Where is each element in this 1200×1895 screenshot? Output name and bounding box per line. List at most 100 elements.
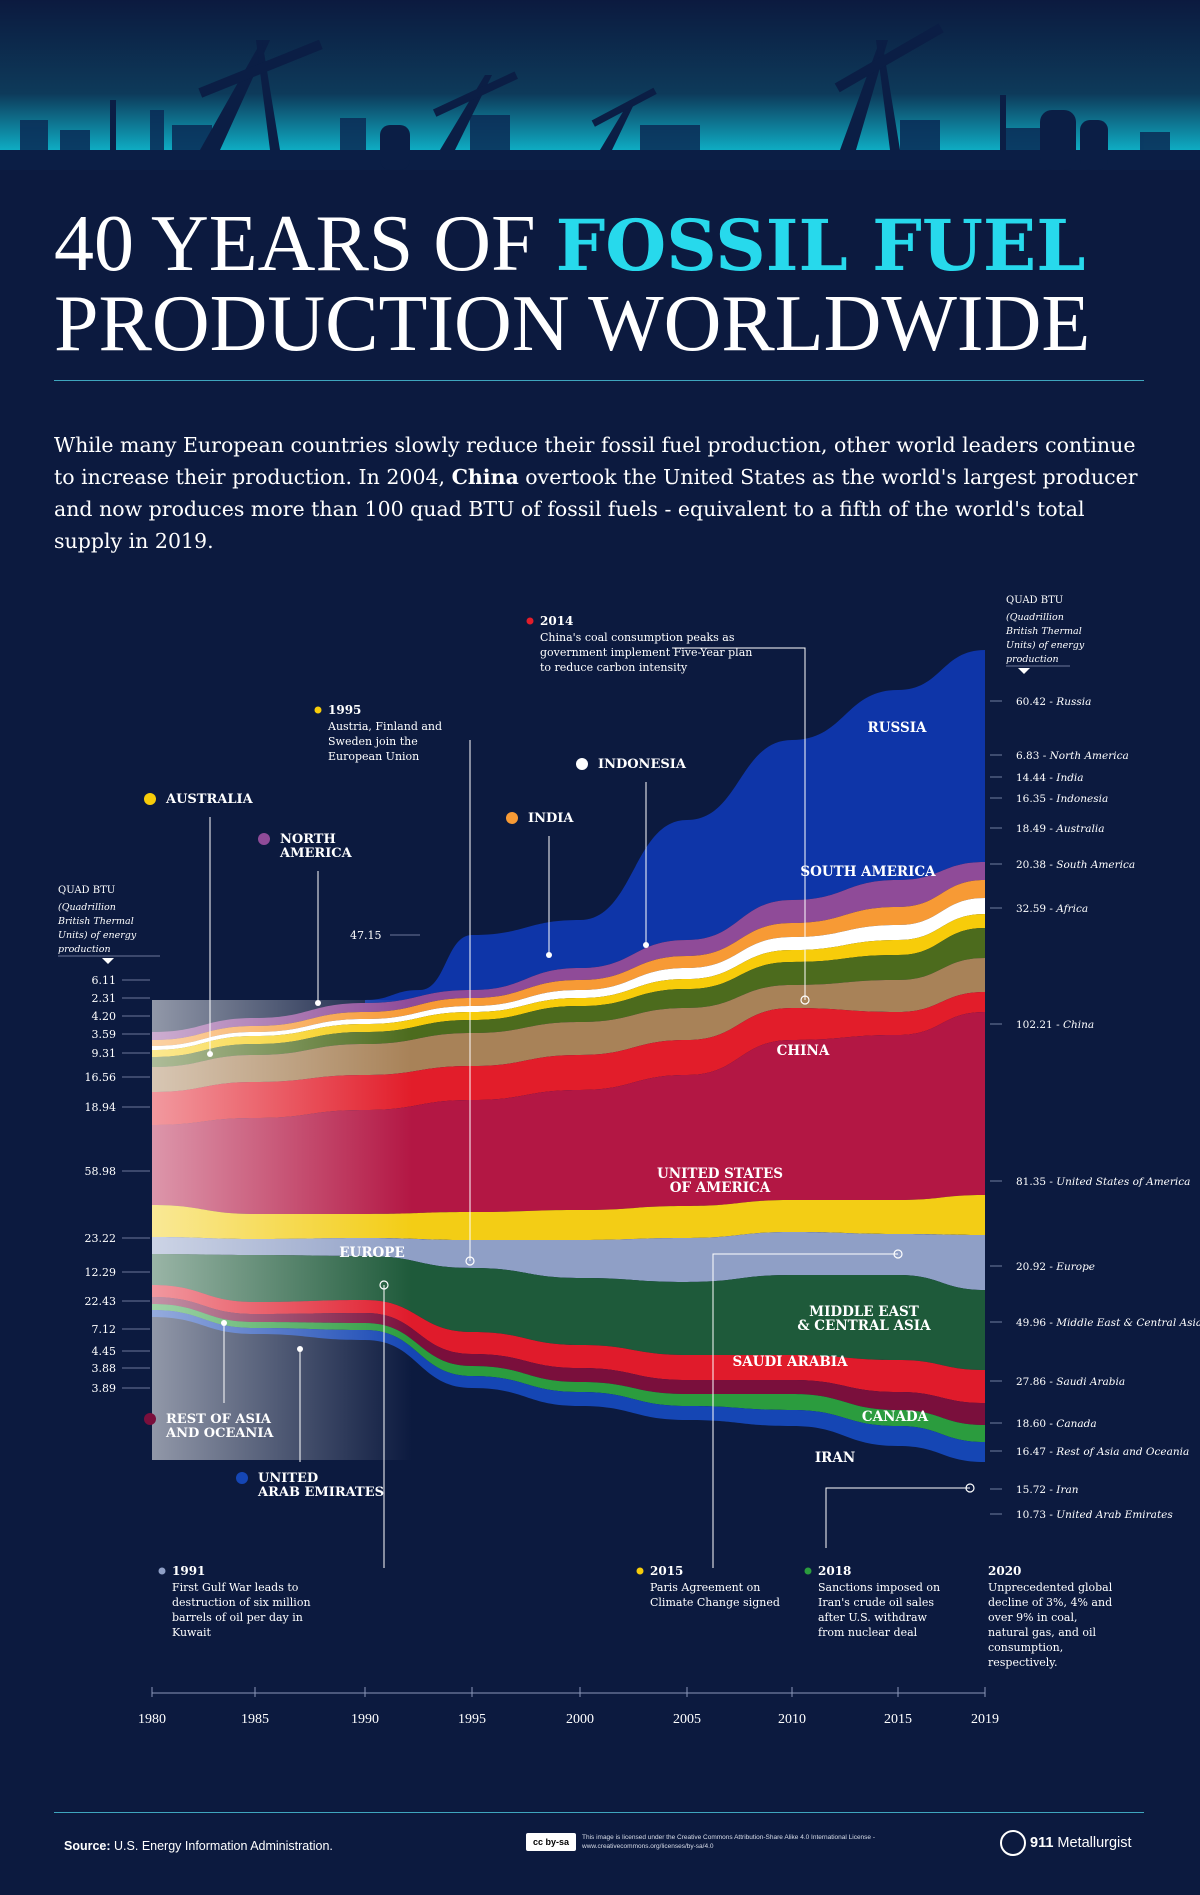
left-unit-sub: Units) of energy xyxy=(58,930,137,941)
license-note: cc by-sa This image is licensed under the… xyxy=(526,1833,902,1851)
left-arrow-icon xyxy=(102,958,114,964)
band-label-9: EUROPE xyxy=(339,1245,404,1261)
band-label-11: SAUDI ARABIA xyxy=(732,1354,848,1370)
hero-oil-skyline xyxy=(0,0,1200,170)
left-unit-sub: (Quadrillion xyxy=(58,902,116,913)
brand-logo-icon xyxy=(1000,1830,1026,1856)
right-value-12: 18.60 - Canada xyxy=(1016,1418,1097,1430)
left-unit-label: QUAD BTU xyxy=(58,885,115,896)
source-label: Source: xyxy=(64,1839,111,1853)
brand-logo: 911 Metallurgist xyxy=(1000,1830,1132,1856)
legend-dot-2 xyxy=(506,812,518,824)
annotation-leader-3 xyxy=(712,1253,898,1568)
series-band-0 xyxy=(365,650,985,1003)
intro-text-1: While many European countries slowly red… xyxy=(54,432,1136,489)
legend-leader-dot-2 xyxy=(546,952,552,958)
legend-leader-dot-3 xyxy=(643,942,649,948)
right-value-3: 16.35 - Indonesia xyxy=(1016,793,1108,805)
intro-paragraph: While many European countries slowly red… xyxy=(54,429,1154,557)
annotation-dot-2 xyxy=(158,1567,166,1575)
annotation-text-1: European Union xyxy=(328,750,419,763)
divider-top xyxy=(54,380,1144,381)
right-unit-sub: Units) of energy xyxy=(1006,640,1085,651)
legend-leader-dot-4 xyxy=(221,1320,227,1326)
left-value-2: 2.31 xyxy=(92,992,117,1005)
right-value-15: 10.73 - United Arab Emirates xyxy=(1016,1509,1173,1521)
annotation-dot-1 xyxy=(314,706,322,714)
left-value-11: 22.43 xyxy=(85,1295,117,1308)
left-value-8: 58.98 xyxy=(85,1165,117,1178)
divider-bottom xyxy=(54,1812,1144,1813)
annotation-text-5: decline of 3%, 4% and xyxy=(988,1596,1112,1609)
right-value-13: 16.47 - Rest of Asia and Oceania xyxy=(1016,1446,1189,1458)
title-plain: 40 YEARS OF xyxy=(54,200,556,288)
annotation-text-1: Austria, Finland and xyxy=(327,720,442,733)
annotation-text-2: barrels of oil per day in xyxy=(172,1611,303,1624)
brand-number: 911 xyxy=(1030,1835,1054,1851)
left-fade-overlay xyxy=(152,1000,412,1460)
right-unit-label: QUAD BTU xyxy=(1006,595,1063,606)
annotation-text-4: Iran's crude oil sales xyxy=(818,1596,934,1609)
left-value-1: 6.11 xyxy=(92,974,117,987)
left-value-9: 23.22 xyxy=(85,1232,117,1245)
streamgraph-chart: RUSSIA SOUTH AMERICA CHINA UNITED STATESOF … xyxy=(57,595,1200,1727)
intro-text-2: overtook the United States as the world'… xyxy=(54,464,1138,553)
annotation-text-0: government implement Five-Year plan xyxy=(540,646,752,659)
annotation-text-1: Sweden join the xyxy=(328,735,418,748)
right-unit-sub: (Quadrillion xyxy=(1006,612,1064,623)
annotation-year-5: 2020 xyxy=(988,1564,1021,1578)
annotation-text-2: Kuwait xyxy=(172,1626,212,1639)
band-label-5: SOUTH AMERICA xyxy=(800,864,936,880)
annotation-text-5: over 9% in coal, xyxy=(988,1611,1078,1624)
legend-label-1: AMERICA xyxy=(279,846,353,861)
peak-value-label: 47.15 xyxy=(350,929,382,942)
left-value-5: 9.31 xyxy=(92,1047,117,1060)
x-tick-label-1: 1985 xyxy=(241,1712,269,1727)
left-value-15: 3.89 xyxy=(92,1382,117,1395)
band-label-7: CHINA xyxy=(777,1043,830,1059)
x-tick-label-0: 1980 xyxy=(138,1712,166,1727)
right-value-5: 20.38 - South America xyxy=(1016,859,1135,871)
right-value-4: 18.49 - Australia xyxy=(1016,823,1105,835)
legend-label-4: REST OF ASIA xyxy=(166,1412,272,1427)
legend-label-5: UNITED xyxy=(258,1471,318,1486)
band-label-0: RUSSIA xyxy=(868,720,928,736)
annotation-text-4: Sanctions imposed on xyxy=(818,1581,940,1594)
annotation-text-0: China's coal consumption peaks as xyxy=(540,631,735,644)
band-label-10: MIDDLE EAST xyxy=(809,1304,919,1320)
source-text: U.S. Energy Information Administration. xyxy=(114,1839,333,1853)
annotation-text-3: Paris Agreement on xyxy=(650,1581,760,1594)
right-value-7: 102.21 - China xyxy=(1016,1019,1094,1031)
legend-label-3: INDONESIA xyxy=(598,757,687,772)
left-value-12: 7.12 xyxy=(92,1323,117,1336)
legend-dot-3 xyxy=(576,758,588,770)
left-value-10: 12.29 xyxy=(85,1266,117,1279)
band-label-8: OF AMERICA xyxy=(670,1180,771,1196)
series-band-14 xyxy=(152,1304,985,1442)
annotation-dot-0 xyxy=(526,617,534,625)
band-label-12: CANADA xyxy=(862,1409,929,1425)
title-line2: PRODUCTION WORLDWIDE xyxy=(54,280,1091,368)
annotation-target-2 xyxy=(379,1280,389,1290)
x-tick-label-6: 2010 xyxy=(778,1712,806,1727)
annotation-text-3: Climate Change signed xyxy=(650,1596,780,1609)
annotation-year-2: 1991 xyxy=(172,1564,205,1578)
left-unit-sub: production xyxy=(58,944,111,955)
right-value-2: 14.44 - India xyxy=(1016,772,1084,784)
annotation-text-2: destruction of six million xyxy=(172,1596,311,1609)
legend-dot-4 xyxy=(144,1413,156,1425)
legend-dot-5 xyxy=(236,1472,248,1484)
series-band-13 xyxy=(152,1297,985,1425)
annotation-year-3: 2015 xyxy=(650,1564,683,1578)
right-value-9: 20.92 - Europe xyxy=(1016,1261,1095,1273)
band-label-14: IRAN xyxy=(815,1450,855,1466)
annotation-leader-0 xyxy=(672,647,806,1000)
annotation-target-1 xyxy=(465,1256,475,1266)
x-tick-label-8: 2019 xyxy=(971,1712,999,1727)
annotation-target-4 xyxy=(965,1483,975,1493)
intro-bold: China xyxy=(451,464,519,489)
x-tick-label-3: 1995 xyxy=(458,1712,486,1727)
annotation-text-5: consumption, xyxy=(988,1641,1063,1654)
series-band-12 xyxy=(152,1285,985,1403)
left-value-13: 4.45 xyxy=(92,1345,117,1358)
